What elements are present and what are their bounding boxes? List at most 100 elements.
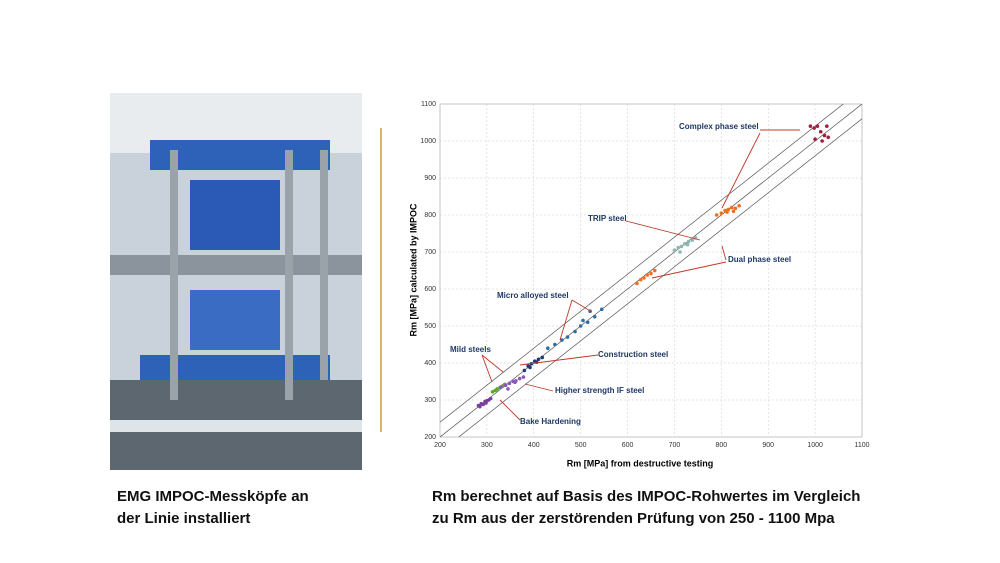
point [499,385,503,389]
point [635,281,639,286]
point [815,124,820,128]
point [573,329,577,334]
point [733,206,738,211]
point [517,376,522,381]
series-label: Higher strength IF steel [555,386,644,395]
caption: der Linie installiert [117,510,250,527]
y-tick-label: 700 [424,249,436,256]
caption: zu Rm aus der zerstörenden Prüfung von 2… [432,510,835,527]
point [725,210,729,214]
point [481,402,485,407]
point [679,244,684,249]
point [507,381,512,386]
point [560,338,564,342]
leader-line [571,299,593,313]
y-tick-label: 1000 [420,138,436,145]
x-tick-label: 1000 [807,442,823,449]
leader-line [721,132,761,209]
point [676,245,680,250]
series-label: Complex phase steel [679,122,759,131]
point [690,238,695,242]
point [581,318,585,323]
x-tick-label: 200 [434,442,446,449]
leader-line [559,299,573,341]
leader-line [721,245,727,261]
y-tick-label: 300 [424,397,436,404]
point [521,375,526,379]
point [731,209,736,214]
leader-line [519,354,599,366]
photo [110,93,362,470]
point [649,271,653,276]
reference-line [458,118,862,437]
point [826,135,831,140]
y-tick-label: 500 [424,323,436,330]
point [729,205,734,210]
point [825,124,829,128]
series-label: Mild steels [450,345,491,354]
point [536,357,541,362]
leader-line [625,220,701,241]
leader-line [481,354,493,383]
point [578,324,583,328]
x-tick-label: 300 [481,442,493,449]
x-tick-label: 700 [669,442,681,449]
point [686,239,691,244]
point [813,137,817,141]
series-label: TRIP steel [588,214,627,223]
caption: Rm berechnet auf Basis des IMPOC-Rohwert… [432,488,860,505]
point [478,404,482,409]
point [652,268,657,273]
point [685,242,690,247]
y-tick-label: 900 [424,175,436,182]
series-label: Dual phase steel [728,255,791,264]
point [737,203,741,208]
point [528,365,532,370]
y-tick-label: 1100 [421,101,436,108]
point [599,307,604,312]
point [546,346,550,351]
leader-line [524,383,554,392]
point [642,276,646,280]
x-tick-label: 500 [575,442,587,449]
y-tick-label: 400 [424,360,436,367]
point [585,320,590,325]
point [678,250,682,254]
y-tick-label: 600 [424,286,436,293]
leader-line [499,399,521,421]
x-tick-label: 400 [528,442,540,449]
reference-line [440,104,862,437]
x-tick-label: 900 [762,442,774,449]
point [820,139,824,143]
point [484,401,488,405]
point [503,383,508,388]
point [495,387,500,391]
x-tick-label: 600 [622,442,634,449]
y-axis-label: Rm [MPa] calculated by IMPOC [408,203,418,337]
point [822,133,827,138]
y-tick-label: 800 [424,212,436,219]
point [672,248,677,252]
point [488,396,493,401]
point [818,129,823,134]
x-tick-label: 1100 [854,442,869,449]
leader-line [481,354,504,373]
point [513,380,517,385]
caption: EMG IMPOC-Messköpfe an [117,488,309,505]
point [522,368,527,373]
point [490,390,495,394]
series-label: Micro alloyed steel [497,291,569,300]
point [645,273,650,277]
leader-line [651,261,727,279]
series-label: Bake Hardening [520,417,581,426]
point [553,342,557,347]
point [540,355,545,360]
series-label: Construction steel [598,350,668,359]
point [812,126,816,130]
x-tick-label: 800 [715,442,727,449]
point [565,335,570,339]
y-tick-label: 200 [424,434,436,441]
point [638,277,643,282]
reference-line [440,104,844,423]
